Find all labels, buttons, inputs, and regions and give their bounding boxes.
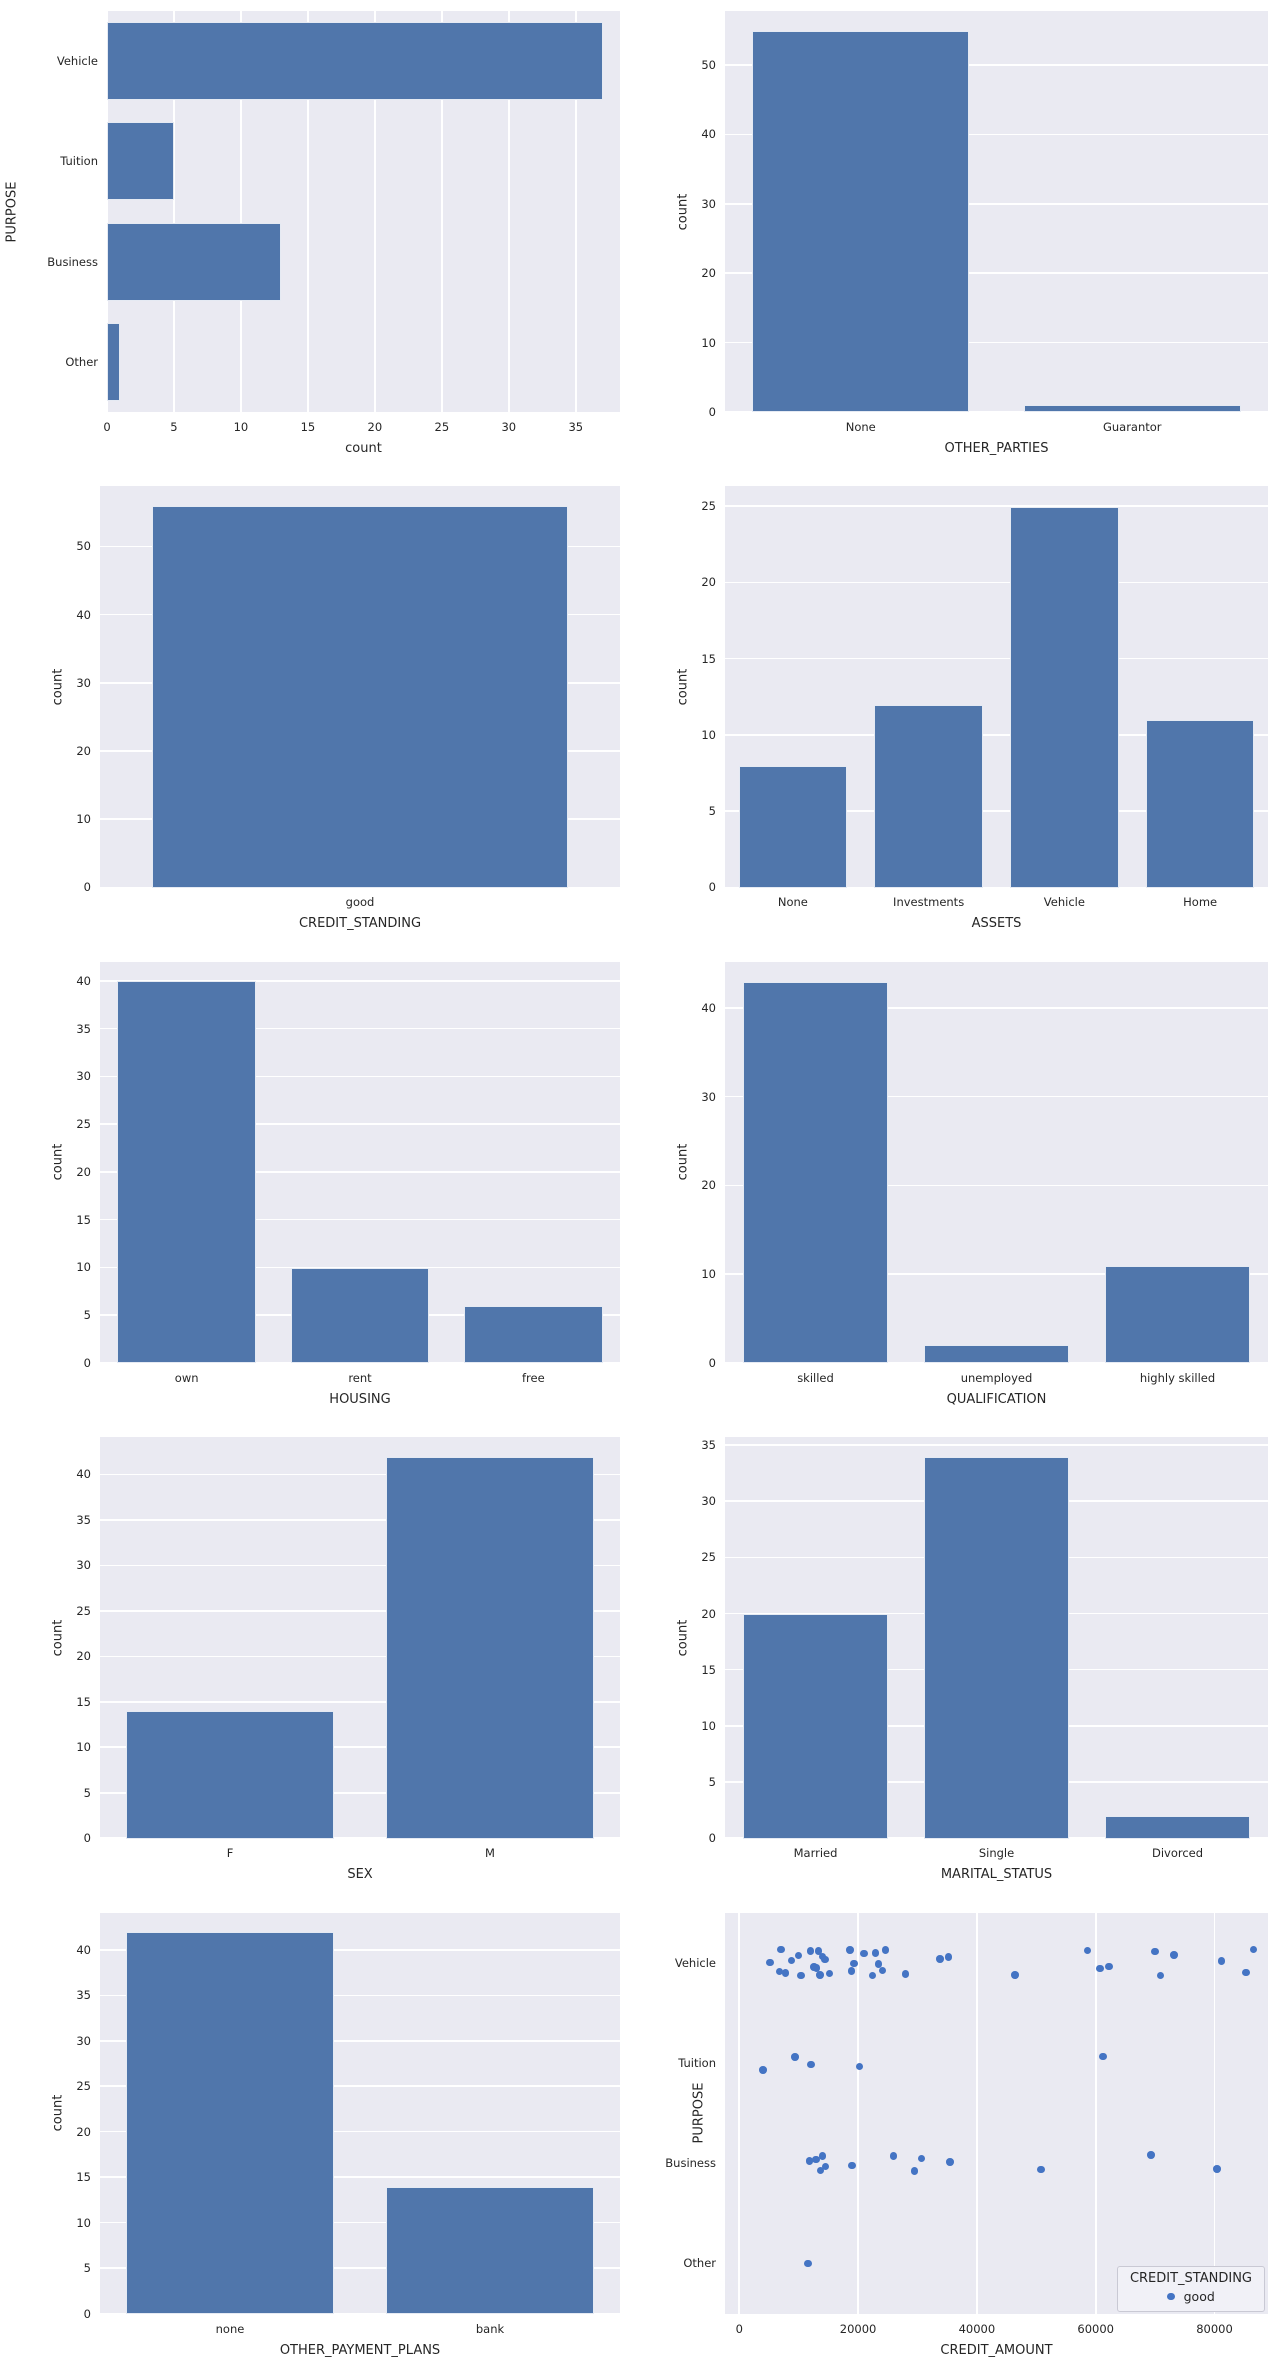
y-axis-label: count bbox=[675, 1619, 691, 1657]
plot-area bbox=[725, 486, 1268, 889]
x-axis-label: CREDIT_AMOUNT bbox=[940, 2342, 1053, 2358]
x-axis-label: OTHER_PARTIES bbox=[944, 441, 1049, 456]
x-axis-label: MARITAL_STATUS bbox=[940, 1867, 1053, 1883]
x-axis-label: OTHER_PAYMENT_PLANS bbox=[279, 2342, 441, 2358]
y-axis-label: count bbox=[675, 668, 691, 706]
x-axis-label: CREDIT_STANDING bbox=[298, 916, 422, 932]
subplot-assets: ASSETS count 0 5 10 15 20 25 None Investments Ve… bbox=[639, 475, 1278, 950]
plot-area bbox=[725, 11, 1268, 413]
plot-area bbox=[106, 11, 620, 413]
y-axis-label: count bbox=[675, 1143, 691, 1181]
subplot-credit-standing: CREDIT_STANDING count 0 10 20 30 40 50 good bbox=[0, 475, 639, 950]
plot-area bbox=[100, 1912, 620, 2315]
y-axis-label: PURPOSE bbox=[691, 2082, 707, 2144]
plot-area bbox=[725, 961, 1268, 1364]
legend-entry: good bbox=[1130, 2289, 1252, 2304]
plot-area bbox=[100, 486, 620, 889]
legend: CREDIT_STANDING good bbox=[1116, 2265, 1265, 2312]
legend-entry-label: good bbox=[1183, 2288, 1215, 2304]
subplot-housing: HOUSING count 0 5 10 15 20 25 30 35 40 own rent fre… bbox=[0, 951, 639, 1426]
subplot-credit-amount-scatter: CREDIT_STANDING good CREDIT_AMOUNT PURPO… bbox=[639, 1902, 1278, 2377]
x-axis-label: HOUSING bbox=[329, 1391, 391, 1407]
subplot-other-parties: OTHER_PARTIES count 0 10 20 30 40 50 None Guara… bbox=[639, 0, 1278, 475]
plot-area: CREDIT_STANDING good bbox=[725, 1912, 1268, 2314]
subplot-qualification: QUALIFICATION count 0 10 20 30 40 skilled unem… bbox=[639, 951, 1278, 1426]
x-axis-label: QUALIFICATION bbox=[946, 1391, 1047, 1407]
subplot-purpose: count PURPOSE 0 5 10 15 20 25 30 35 Vehicle Tuiti… bbox=[0, 0, 639, 475]
subplot-marital-status: MARITAL_STATUS count 0 5 10 15 20 25 30 35 Marri… bbox=[639, 1426, 1278, 1901]
plot-area bbox=[100, 961, 620, 1364]
y-axis-label: PURPOSE bbox=[4, 181, 20, 242]
plot-area bbox=[100, 1437, 620, 1839]
subplot-sex: SEX count 0 5 10 15 20 25 30 35 40 F M bbox=[0, 1426, 639, 1901]
subplot-other-payment-plans: OTHER_PAYMENT_PLANS count 0 5 10 15 20 25 30 35… bbox=[0, 1902, 639, 2377]
x-axis-label: count bbox=[345, 441, 382, 456]
legend-marker-dot bbox=[1167, 2292, 1175, 2301]
x-axis-label: ASSETS bbox=[971, 916, 1022, 932]
plot-area bbox=[725, 1437, 1268, 1839]
legend-title: CREDIT_STANDING bbox=[1129, 2270, 1252, 2286]
x-axis-label: SEX bbox=[347, 1867, 373, 1883]
